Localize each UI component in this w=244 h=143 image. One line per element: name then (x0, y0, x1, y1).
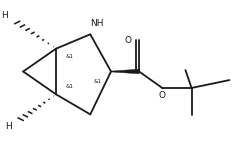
Text: NH: NH (90, 19, 103, 28)
Text: H: H (5, 122, 12, 131)
Text: H: H (1, 11, 8, 19)
Text: O: O (159, 91, 166, 100)
Text: &1: &1 (66, 54, 73, 59)
Text: O: O (125, 36, 132, 44)
Polygon shape (111, 69, 139, 74)
Text: &1: &1 (66, 84, 73, 89)
Text: &1: &1 (94, 79, 102, 84)
